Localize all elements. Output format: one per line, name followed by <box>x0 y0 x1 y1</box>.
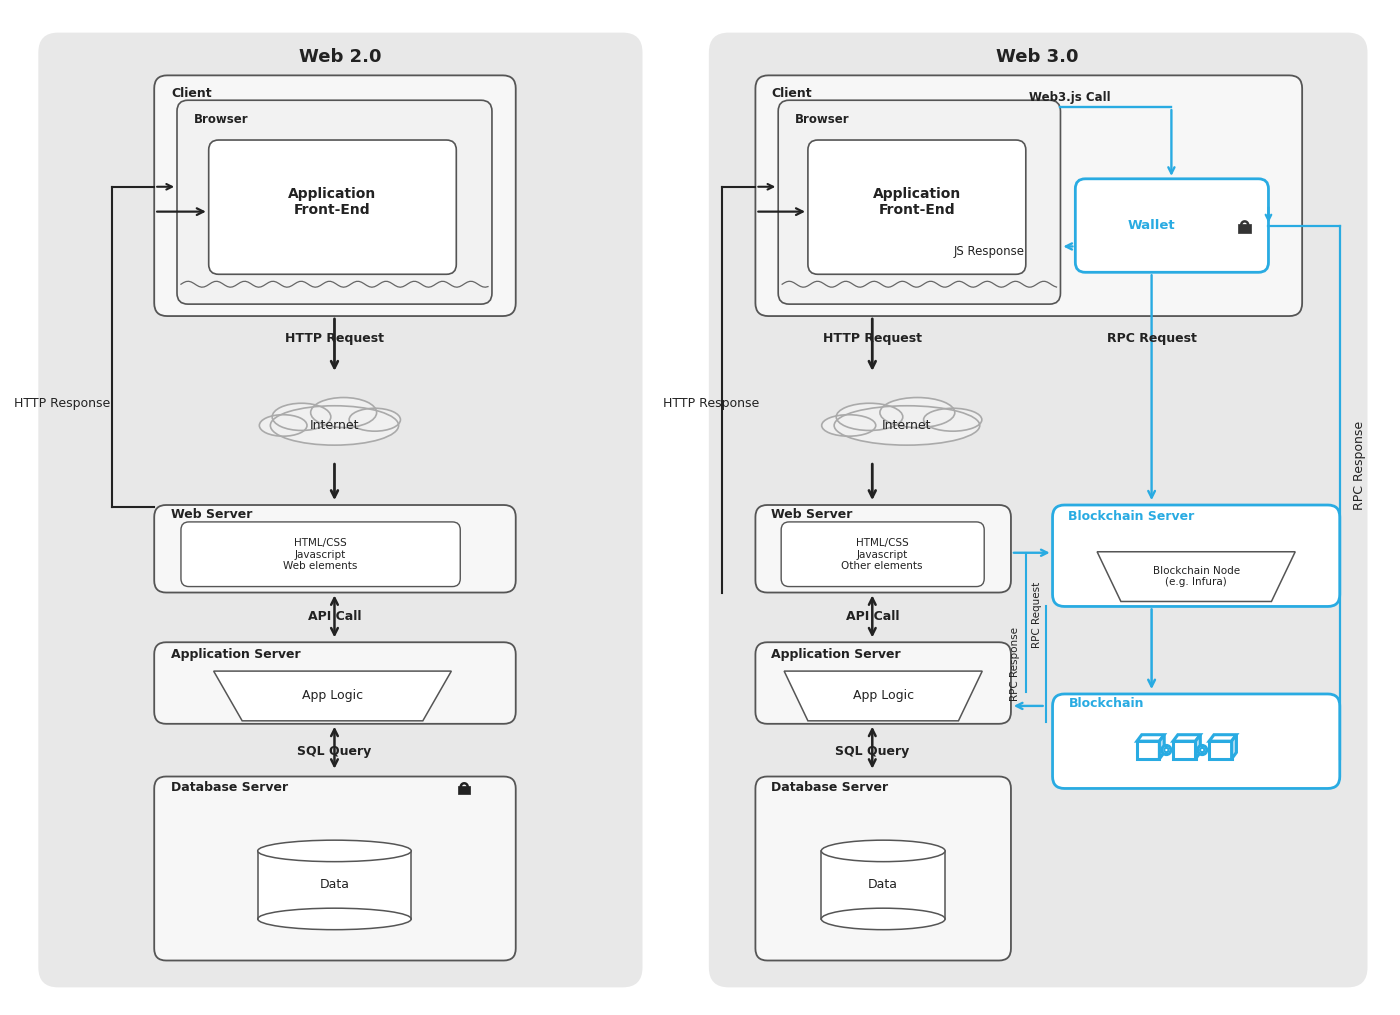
Text: HTTP Request: HTTP Request <box>823 333 921 345</box>
Text: SQL Query: SQL Query <box>297 745 371 758</box>
Ellipse shape <box>822 840 945 862</box>
Circle shape <box>1197 745 1207 754</box>
Text: Client: Client <box>771 86 812 99</box>
Text: Wallet: Wallet <box>1128 219 1176 232</box>
FancyBboxPatch shape <box>756 505 1011 593</box>
FancyBboxPatch shape <box>778 100 1060 304</box>
Text: Blockchain Server: Blockchain Server <box>1068 511 1194 524</box>
Ellipse shape <box>259 415 307 436</box>
Ellipse shape <box>258 908 412 930</box>
Text: HTTP Request: HTTP Request <box>286 333 384 345</box>
Text: Blockchain Node
(e.g. Infura): Blockchain Node (e.g. Infura) <box>1152 565 1240 588</box>
Bar <box>822 851 945 919</box>
FancyBboxPatch shape <box>1053 694 1340 789</box>
Text: SQL Query: SQL Query <box>836 745 910 758</box>
Polygon shape <box>214 671 451 721</box>
Text: API Call: API Call <box>846 610 899 623</box>
FancyBboxPatch shape <box>38 32 643 988</box>
FancyBboxPatch shape <box>781 522 984 587</box>
FancyBboxPatch shape <box>756 642 1011 724</box>
Text: Data: Data <box>868 878 899 891</box>
Ellipse shape <box>822 415 876 436</box>
Text: RPC Request: RPC Request <box>1106 333 1197 345</box>
Ellipse shape <box>822 908 945 930</box>
Text: Web Server: Web Server <box>771 509 853 522</box>
FancyBboxPatch shape <box>154 75 515 316</box>
Bar <box>1239 224 1252 232</box>
Text: Client: Client <box>171 86 211 99</box>
FancyBboxPatch shape <box>756 75 1302 316</box>
Text: Browser: Browser <box>795 113 850 126</box>
FancyBboxPatch shape <box>708 32 1368 988</box>
Circle shape <box>1162 745 1170 754</box>
Text: Browser: Browser <box>193 113 248 126</box>
Ellipse shape <box>349 408 400 431</box>
Text: JS Response: JS Response <box>953 245 1025 258</box>
Text: Web Server: Web Server <box>171 509 252 522</box>
Text: HTML/CSS
Javascript
Web elements: HTML/CSS Javascript Web elements <box>283 538 358 571</box>
Text: Application Server: Application Server <box>171 648 301 661</box>
Text: Web 2.0: Web 2.0 <box>300 49 382 66</box>
Ellipse shape <box>834 406 980 446</box>
FancyBboxPatch shape <box>808 140 1026 274</box>
Text: Web 3.0: Web 3.0 <box>997 49 1079 66</box>
Text: HTML/CSS
Javascript
Other elements: HTML/CSS Javascript Other elements <box>841 538 923 571</box>
Polygon shape <box>1196 735 1200 759</box>
Text: Data: Data <box>319 878 350 891</box>
Text: HTTP Response: HTTP Response <box>662 397 759 410</box>
Polygon shape <box>784 671 983 721</box>
FancyBboxPatch shape <box>756 776 1011 960</box>
Ellipse shape <box>270 406 399 446</box>
Text: RPC Request: RPC Request <box>1032 582 1042 648</box>
Text: Database Server: Database Server <box>171 781 288 794</box>
Circle shape <box>1165 748 1169 752</box>
Text: Internet: Internet <box>309 419 360 432</box>
Text: Blockchain: Blockchain <box>1068 697 1144 710</box>
FancyBboxPatch shape <box>176 100 491 304</box>
Polygon shape <box>1137 741 1159 759</box>
Ellipse shape <box>272 403 330 430</box>
Polygon shape <box>1173 735 1200 741</box>
Circle shape <box>1200 748 1204 752</box>
Text: App Logic: App Logic <box>853 689 914 702</box>
Polygon shape <box>1232 735 1236 759</box>
Polygon shape <box>1098 552 1295 602</box>
FancyBboxPatch shape <box>209 140 456 274</box>
Text: RPC Response: RPC Response <box>1352 420 1366 510</box>
Polygon shape <box>1159 735 1165 759</box>
Polygon shape <box>1137 735 1165 741</box>
Bar <box>258 851 412 919</box>
Polygon shape <box>1210 735 1236 741</box>
FancyBboxPatch shape <box>1053 505 1340 606</box>
Ellipse shape <box>836 403 903 430</box>
Text: App Logic: App Logic <box>302 689 363 702</box>
Ellipse shape <box>881 398 955 427</box>
Text: Application
Front-End: Application Front-End <box>288 187 377 217</box>
Text: Database Server: Database Server <box>771 781 889 794</box>
Text: RPC Response: RPC Response <box>1009 627 1021 701</box>
Polygon shape <box>1173 741 1196 759</box>
FancyBboxPatch shape <box>154 505 515 593</box>
Text: Web3.js Call: Web3.js Call <box>1029 90 1110 104</box>
FancyBboxPatch shape <box>154 776 515 960</box>
Text: HTTP Response: HTTP Response <box>14 397 111 410</box>
Text: Application
Front-End: Application Front-End <box>872 187 960 217</box>
Text: Internet: Internet <box>882 419 932 432</box>
FancyBboxPatch shape <box>154 642 515 724</box>
Polygon shape <box>1210 741 1232 759</box>
FancyBboxPatch shape <box>181 522 461 587</box>
Text: Application Server: Application Server <box>771 648 900 661</box>
Ellipse shape <box>311 398 377 427</box>
FancyBboxPatch shape <box>1075 179 1268 272</box>
Bar <box>458 786 470 795</box>
Ellipse shape <box>258 840 412 862</box>
Text: API Call: API Call <box>308 610 361 623</box>
Ellipse shape <box>924 408 981 431</box>
